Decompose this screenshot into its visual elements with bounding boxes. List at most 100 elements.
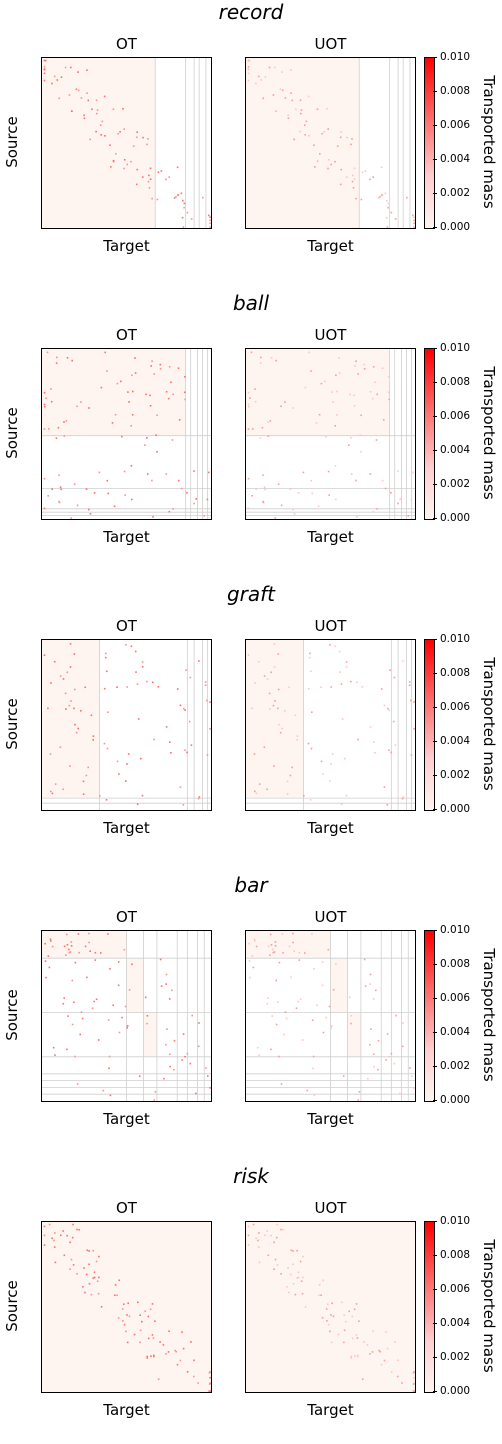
heatmap-cell xyxy=(390,211,393,214)
heatmap-cell xyxy=(121,435,123,438)
heatmap-cell xyxy=(198,660,200,662)
heatmap-cell xyxy=(207,471,210,474)
heatmap-cell xyxy=(407,515,409,517)
heatmap-cell xyxy=(206,699,208,702)
colorbar xyxy=(424,348,435,520)
heatmap-cell xyxy=(186,1371,189,1373)
heatmap-cell xyxy=(114,1284,117,1286)
heatmap-cell xyxy=(281,89,284,92)
heatmap-cell xyxy=(262,474,264,476)
heatmap-cell xyxy=(146,473,149,475)
colorbar-tick: 0.006 xyxy=(432,1283,470,1295)
heatmap-cell xyxy=(88,407,90,409)
heatmap-cell xyxy=(247,1244,250,1246)
heatmap-cell xyxy=(299,99,302,102)
block-cell xyxy=(42,1222,211,1392)
heatmap-cell xyxy=(372,1053,375,1056)
heatmap-cell xyxy=(114,1294,116,1297)
heatmap-cell xyxy=(50,400,53,403)
heatmap-cell xyxy=(69,765,71,767)
heatmap-cell xyxy=(296,1249,298,1252)
heatmap-cell xyxy=(293,138,295,141)
heatmap-cell xyxy=(146,680,148,683)
panel-title: graft xyxy=(226,582,276,606)
heatmap-cell xyxy=(204,681,207,683)
heatmap-cell xyxy=(247,1225,250,1228)
heatmap-cell xyxy=(62,1002,65,1005)
heatmap-cell xyxy=(286,793,289,795)
heatmap-cell xyxy=(255,1237,257,1240)
heatmap-cell xyxy=(329,1330,331,1333)
ot-subtitle: OT xyxy=(116,1199,137,1217)
heatmap-cell xyxy=(168,366,171,368)
heatmap-cell xyxy=(350,437,352,439)
heatmap-cell xyxy=(248,942,250,945)
heatmap-cell xyxy=(280,405,282,408)
heatmap-cell xyxy=(274,700,276,702)
heatmap-cell xyxy=(126,1341,129,1344)
heatmap-cell xyxy=(159,368,162,370)
heatmap-cell xyxy=(330,763,332,765)
heatmap-cell xyxy=(152,681,154,684)
heatmap-cell xyxy=(372,510,375,513)
heatmap-cell xyxy=(342,1075,345,1077)
heatmap-cell xyxy=(272,704,275,707)
heatmap-cell xyxy=(286,780,289,783)
heatmap-cell xyxy=(176,688,179,690)
heatmap-cell xyxy=(55,362,58,364)
heatmap-cell xyxy=(69,666,72,668)
heatmap-cell xyxy=(260,79,263,81)
heatmap-cell xyxy=(252,1223,255,1226)
heatmap-cell xyxy=(73,653,76,655)
heatmap-cell xyxy=(74,1055,76,1058)
heatmap-cell xyxy=(130,160,132,163)
ot-matrix xyxy=(42,58,211,228)
heatmap-cell xyxy=(145,393,147,396)
heatmap-cell xyxy=(165,473,168,475)
heatmap-cell xyxy=(350,143,352,146)
heatmap-cell xyxy=(131,963,133,966)
heatmap-cell xyxy=(183,391,186,394)
heatmap-cell xyxy=(197,797,200,800)
heatmap-cell xyxy=(135,136,138,139)
heatmap-cell xyxy=(172,508,174,510)
heatmap-cell xyxy=(369,1353,371,1355)
heatmap-cell xyxy=(82,793,85,795)
heatmap-cell xyxy=(179,786,182,788)
heatmap-cell xyxy=(306,1089,309,1092)
heatmap-cell xyxy=(334,645,337,648)
heatmap-cell xyxy=(184,749,186,751)
heatmap-cell xyxy=(112,108,115,111)
heatmap-cell xyxy=(388,749,390,751)
heatmap-cell xyxy=(376,393,378,396)
heatmap-cell xyxy=(304,386,307,389)
heatmap-cell xyxy=(90,714,93,717)
heatmap-cell xyxy=(176,166,179,169)
heatmap-cell xyxy=(292,932,294,935)
heatmap-cell xyxy=(308,351,310,354)
heatmap-cell xyxy=(251,707,253,710)
heatmap-cell xyxy=(172,393,174,396)
heatmap-cell xyxy=(332,989,335,991)
heatmap-cell xyxy=(98,1255,100,1258)
heatmap-cell xyxy=(63,421,65,423)
heatmap-cell xyxy=(62,1230,64,1232)
heatmap-cell xyxy=(60,488,62,491)
heatmap-cell xyxy=(302,1276,304,1279)
heatmap-cell xyxy=(379,196,381,198)
heatmap-cell xyxy=(136,803,139,806)
heatmap-cell xyxy=(299,130,301,133)
heatmap-cell xyxy=(397,470,399,472)
heatmap-cell xyxy=(247,1234,250,1237)
heatmap-cell xyxy=(322,1031,325,1034)
heatmap-cell xyxy=(209,701,211,703)
heatmap-cell xyxy=(168,176,170,178)
heatmap-cell xyxy=(413,1376,415,1379)
heatmap-cell xyxy=(66,1048,68,1051)
heatmap-cell xyxy=(141,794,144,797)
heatmap-cell xyxy=(388,376,390,378)
heatmap-cell xyxy=(92,1277,94,1279)
heatmap-cell xyxy=(338,357,340,359)
colorbar-tick-label: 0.004 xyxy=(440,153,471,165)
heatmap-cell xyxy=(74,723,76,726)
